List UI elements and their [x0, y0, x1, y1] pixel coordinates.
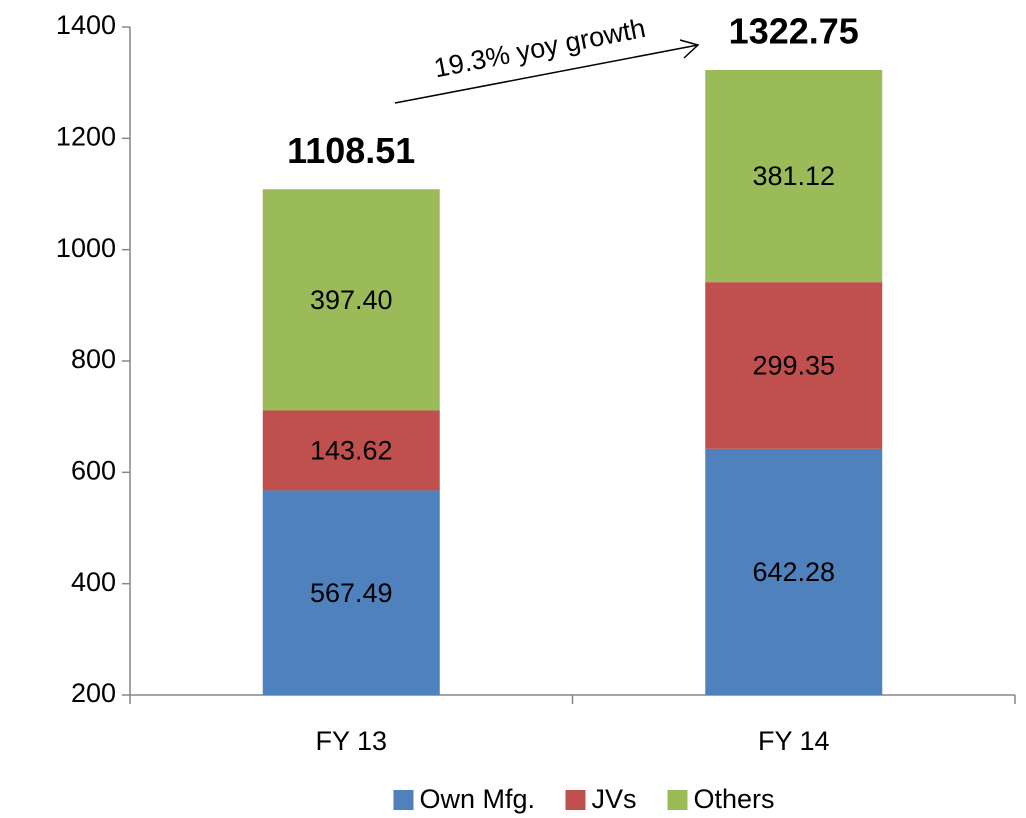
legend-label: Others — [694, 784, 775, 814]
bar-segment — [705, 70, 883, 283]
x-tick-label: FY 14 — [758, 726, 830, 756]
data-label: 642.28 — [752, 557, 835, 587]
legend-label: Own Mfg. — [420, 784, 536, 814]
bar-segment — [705, 282, 883, 449]
data-label: 381.12 — [752, 161, 835, 191]
data-label: 299.35 — [752, 351, 835, 381]
legend-swatch — [667, 790, 688, 810]
y-tick-label: 200 — [71, 678, 116, 708]
bar-segment — [262, 490, 440, 695]
y-tick-label: 600 — [71, 455, 116, 485]
y-tick-label: 1200 — [56, 121, 116, 151]
bar-segment — [262, 410, 440, 491]
bar-segment — [262, 189, 440, 411]
data-label: 567.49 — [310, 578, 393, 608]
legend-swatch — [393, 790, 414, 810]
growth-annotation: 19.3% yoy growth — [394, 13, 700, 104]
x-tick-label: FY 13 — [315, 726, 387, 756]
legend-label: JVs — [592, 784, 637, 814]
annotation-text: 19.3% yoy growth — [431, 13, 647, 83]
total-label: 1322.75 — [729, 11, 859, 52]
arrow-head — [679, 39, 700, 59]
legend-swatch — [565, 790, 586, 810]
data-label: 397.40 — [310, 285, 393, 315]
total-label: 1108.51 — [287, 130, 415, 171]
y-tick-label: 800 — [71, 344, 116, 374]
growth-arrow — [394, 44, 699, 104]
y-tick-label: 1400 — [56, 10, 116, 40]
y-tick-label: 1000 — [56, 233, 116, 263]
y-tick-label: 400 — [71, 567, 116, 597]
bar-segment — [705, 448, 883, 695]
data-label: 143.62 — [310, 436, 393, 466]
